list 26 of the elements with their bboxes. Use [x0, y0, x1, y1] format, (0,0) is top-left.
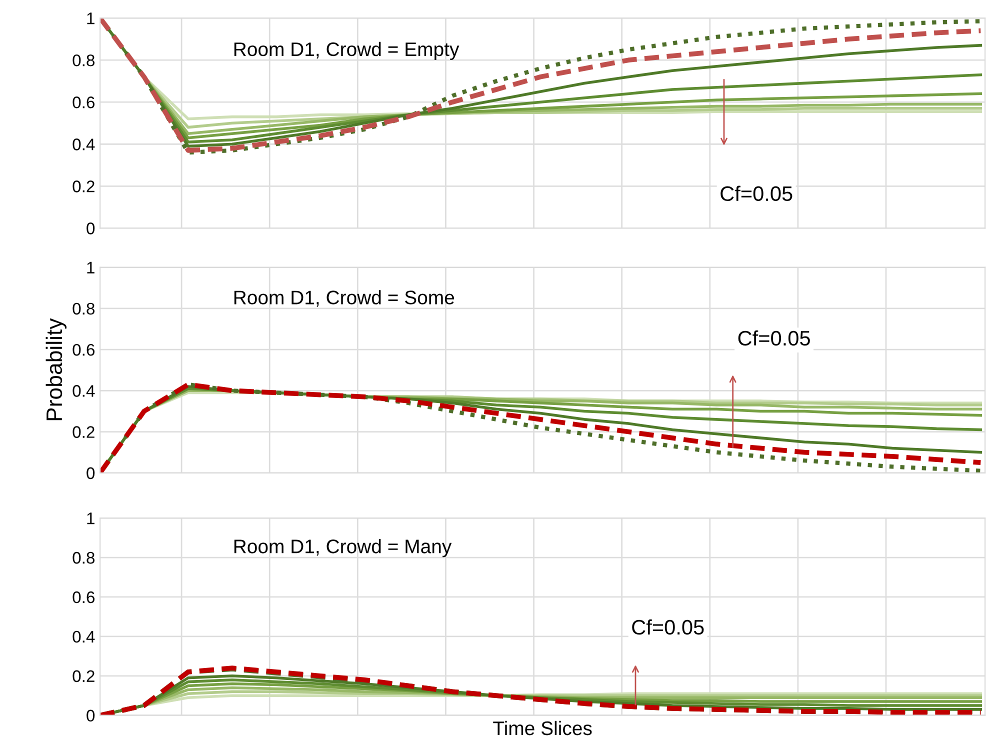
annotation: Cf=0.05 — [738, 330, 810, 346]
y-tick-label: 0.4 — [72, 630, 95, 643]
y-tick-label: 0 — [86, 710, 95, 722]
y-tick-label: 0.8 — [72, 54, 95, 66]
y-tick-label: 0 — [86, 467, 95, 480]
y-tick-label: 0.6 — [72, 591, 94, 604]
y-tick-label: 0.6 — [72, 96, 94, 108]
y-axis-title: Probability — [46, 318, 67, 420]
text: Room D1, Crowd = Some — [234, 290, 454, 307]
annotation: Cf=0.05 — [720, 186, 792, 202]
y-tick-label: 0.2 — [72, 426, 94, 438]
y-tick-label: 0.2 — [72, 180, 94, 192]
x-axis-title: Time Slices — [493, 720, 592, 736]
text: Room D1, Crowd = Many — [234, 539, 452, 558]
y-tick-label: 0.4 — [72, 385, 95, 397]
annotation: Cf=0.05 — [632, 619, 704, 635]
y-tick-label: 0.6 — [72, 344, 94, 356]
y-tick-label: 0.8 — [72, 302, 95, 315]
y-tick-label: 1 — [87, 262, 94, 274]
y-tick-label: 0.2 — [72, 670, 94, 682]
text: Room D1, Crowd = Empty — [234, 42, 460, 60]
y-tick-label: 0 — [86, 222, 95, 234]
y-tick-label: 0.4 — [72, 138, 95, 150]
y-tick-label: 0.8 — [72, 552, 95, 564]
y-tick-label: 1 — [87, 512, 94, 524]
y-tick-label: 1 — [87, 12, 94, 24]
